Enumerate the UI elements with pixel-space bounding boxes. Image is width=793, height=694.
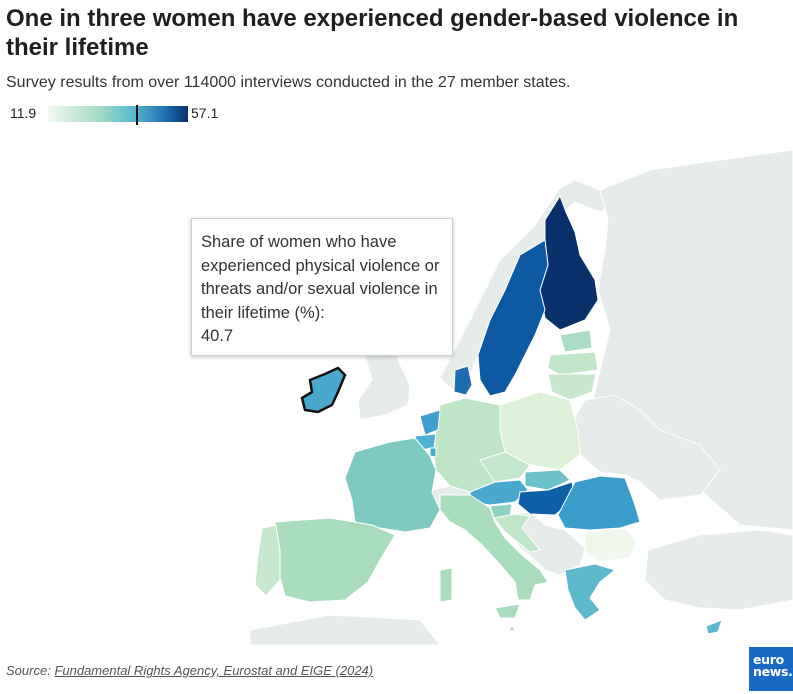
country-slovakia xyxy=(524,469,571,491)
country-italy xyxy=(439,494,549,601)
source-note: Source: Fundamental Rights Agency, Euros… xyxy=(6,663,373,678)
logo-line1: euro xyxy=(753,652,784,667)
country-italy-sicily xyxy=(494,603,521,619)
country-cyprus xyxy=(705,619,723,635)
country-greece xyxy=(564,563,617,621)
turkey-shape xyxy=(644,529,793,611)
euronews-logo: euro news. xyxy=(749,647,793,691)
country-bulgaria xyxy=(584,527,637,563)
country-spain xyxy=(271,517,396,603)
country-ireland xyxy=(300,366,347,414)
source-link[interactable]: Fundamental Rights Agency, Eurostat and … xyxy=(54,663,374,678)
country-italy-sardinia xyxy=(439,567,453,603)
country-romania xyxy=(557,475,641,531)
legend-value-marker xyxy=(136,105,139,125)
legend-min-label: 11.9 xyxy=(10,105,37,121)
chart-title: One in three women have experienced gend… xyxy=(6,5,739,61)
source-prefix: Source: xyxy=(6,663,51,678)
tooltip-value: 40.7 xyxy=(201,327,234,345)
north-africa-shape xyxy=(249,614,441,645)
country-denmark xyxy=(453,365,473,396)
country-croatia xyxy=(493,513,541,553)
country-latvia xyxy=(547,351,599,376)
map-tooltip: Share of women who have experienced phys… xyxy=(191,218,453,356)
legend-max-label: 57.1 xyxy=(191,105,219,121)
chart-subtitle: Survey results from over 114000 intervie… xyxy=(6,74,571,91)
country-finland xyxy=(539,194,599,331)
country-netherlands xyxy=(419,409,441,436)
country-sweden xyxy=(477,239,549,397)
country-france xyxy=(344,437,441,533)
country-portugal xyxy=(254,524,281,597)
logo-line2: news. xyxy=(753,664,793,679)
country-lithuania xyxy=(547,373,597,401)
tooltip-label: Share of women who have experienced phys… xyxy=(201,233,440,322)
europe-map xyxy=(249,149,793,645)
country-estonia xyxy=(559,329,593,353)
legend-gradient-bar xyxy=(48,105,188,125)
country-malta xyxy=(509,626,515,632)
country-luxembourg xyxy=(429,447,437,458)
